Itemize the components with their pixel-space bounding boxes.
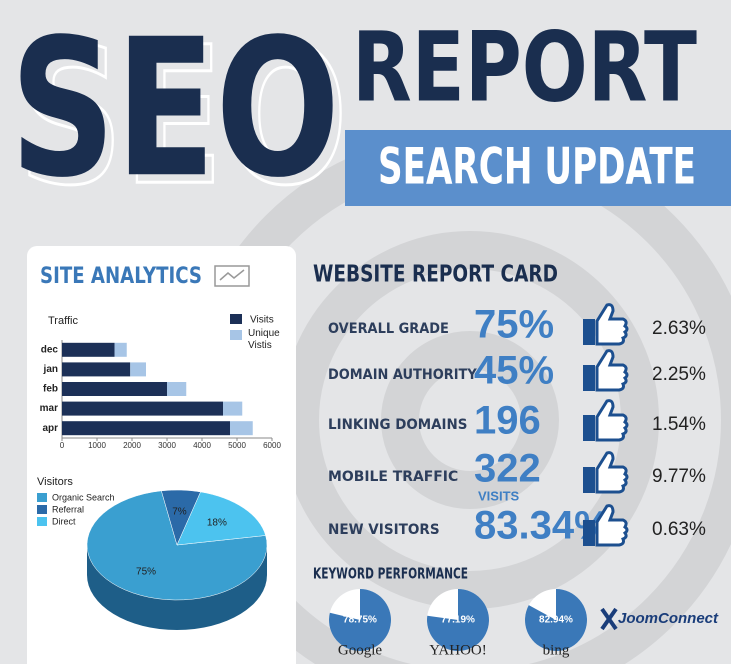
row-label: DOMAIN AUTHORITY	[328, 367, 478, 383]
row-change: 2.25%	[652, 364, 706, 385]
row-label: LINKING DOMAINS	[328, 417, 468, 433]
x-tick-label: 0	[60, 441, 65, 450]
thumb-hand	[595, 451, 629, 494]
gauge-label: 82.94%	[539, 615, 573, 626]
engine-name: bing	[543, 642, 570, 658]
section-title: WEBSITE REPORT CARD	[313, 262, 558, 288]
chart-icon	[214, 265, 250, 287]
thumb-hand	[595, 504, 629, 547]
row-change: 1.54%	[652, 414, 706, 435]
thumbs-up-icon	[583, 349, 629, 392]
legend-label: Referral	[52, 504, 84, 514]
x-tick-label: 4000	[193, 441, 211, 450]
row-label: MOBILE TRAFFIC	[328, 469, 458, 485]
thumb-cuff	[583, 319, 595, 345]
bar	[167, 382, 187, 396]
thumb-cuff	[583, 520, 595, 546]
bar	[62, 421, 230, 436]
slice-label: 18%	[207, 517, 227, 528]
gauge-label: 78.75%	[343, 615, 377, 626]
legend-swatch	[37, 505, 47, 514]
row-label: OVERALL GRADE	[328, 321, 449, 337]
y-tick-label: apr	[42, 423, 58, 434]
x-tick-label: 6000	[263, 441, 281, 450]
section-title: KEYWORD PERFORMANCE	[313, 565, 468, 583]
gauge-label: 77.19%	[441, 615, 475, 626]
thumb-cuff	[583, 365, 595, 391]
x-tick-label: 5000	[228, 441, 246, 450]
thumb-hand	[595, 349, 629, 392]
x-tick-label: 2000	[123, 441, 141, 450]
thumb-cuff	[583, 467, 595, 493]
brand-logo	[600, 607, 618, 631]
row-change: 0.63%	[652, 519, 706, 540]
engine-name: YAHOO!	[429, 642, 487, 658]
x-tick-label: 3000	[158, 441, 176, 450]
legend-swatch	[37, 493, 47, 502]
y-tick-label: jan	[43, 364, 58, 375]
bar	[114, 342, 127, 357]
banner	[345, 130, 731, 206]
engine-name: Google	[338, 642, 383, 658]
section-title: SITE ANALYTICS	[40, 264, 202, 289]
thumb-hand	[595, 303, 629, 346]
thumbs-up-icon	[583, 504, 629, 547]
x-tick-label: 1000	[88, 441, 106, 450]
thumbs-up-icon	[583, 451, 629, 494]
slice-label: 75%	[136, 567, 156, 578]
legend-label: Unique Vistis	[248, 328, 280, 351]
gauge-wedge	[427, 589, 489, 651]
row-label: NEW VISITORS	[328, 522, 440, 538]
subtitle: REPORT	[352, 11, 697, 123]
banner-text: SEARCH UPDATE	[378, 138, 696, 196]
legend-swatch	[230, 330, 242, 340]
row-value: 75%	[474, 303, 554, 347]
pie-slice	[176, 491, 266, 546]
legend-label: Visits	[250, 315, 274, 326]
bar	[223, 401, 243, 416]
title-outline: SEO	[18, 6, 348, 227]
slice-label: 7%	[172, 507, 187, 518]
thumbs-up-icon	[583, 303, 629, 346]
row-note: VISITS	[478, 488, 520, 503]
legend-swatch	[37, 517, 47, 526]
row-value: 322	[474, 447, 541, 491]
title: SEO	[10, 0, 340, 219]
bar	[62, 401, 223, 416]
y-tick-label: mar	[40, 403, 58, 414]
gauge-wedge	[524, 589, 587, 651]
thumbs-up-icon	[583, 399, 629, 442]
bar	[230, 421, 253, 436]
gauge-wedge	[329, 588, 391, 651]
thumb-cuff	[583, 415, 595, 441]
legend-label: Organic Search	[52, 492, 115, 502]
y-tick-label: feb	[43, 384, 58, 395]
y-tick-label: dec	[41, 344, 59, 355]
thumb-hand	[595, 399, 629, 442]
legend-label: Direct	[52, 516, 76, 526]
legend-swatch	[230, 314, 242, 324]
row-value: 196	[474, 399, 541, 443]
bar	[62, 342, 115, 357]
bar	[62, 362, 131, 377]
bar	[62, 382, 167, 396]
brand: JoomConnect	[618, 610, 719, 627]
chart-title: Visitors	[37, 476, 73, 488]
chart-title: Traffic	[48, 315, 78, 327]
row-value: 45%	[474, 349, 554, 393]
bar	[130, 362, 146, 377]
row-change: 2.63%	[652, 318, 706, 339]
row-change: 9.77%	[652, 466, 706, 487]
